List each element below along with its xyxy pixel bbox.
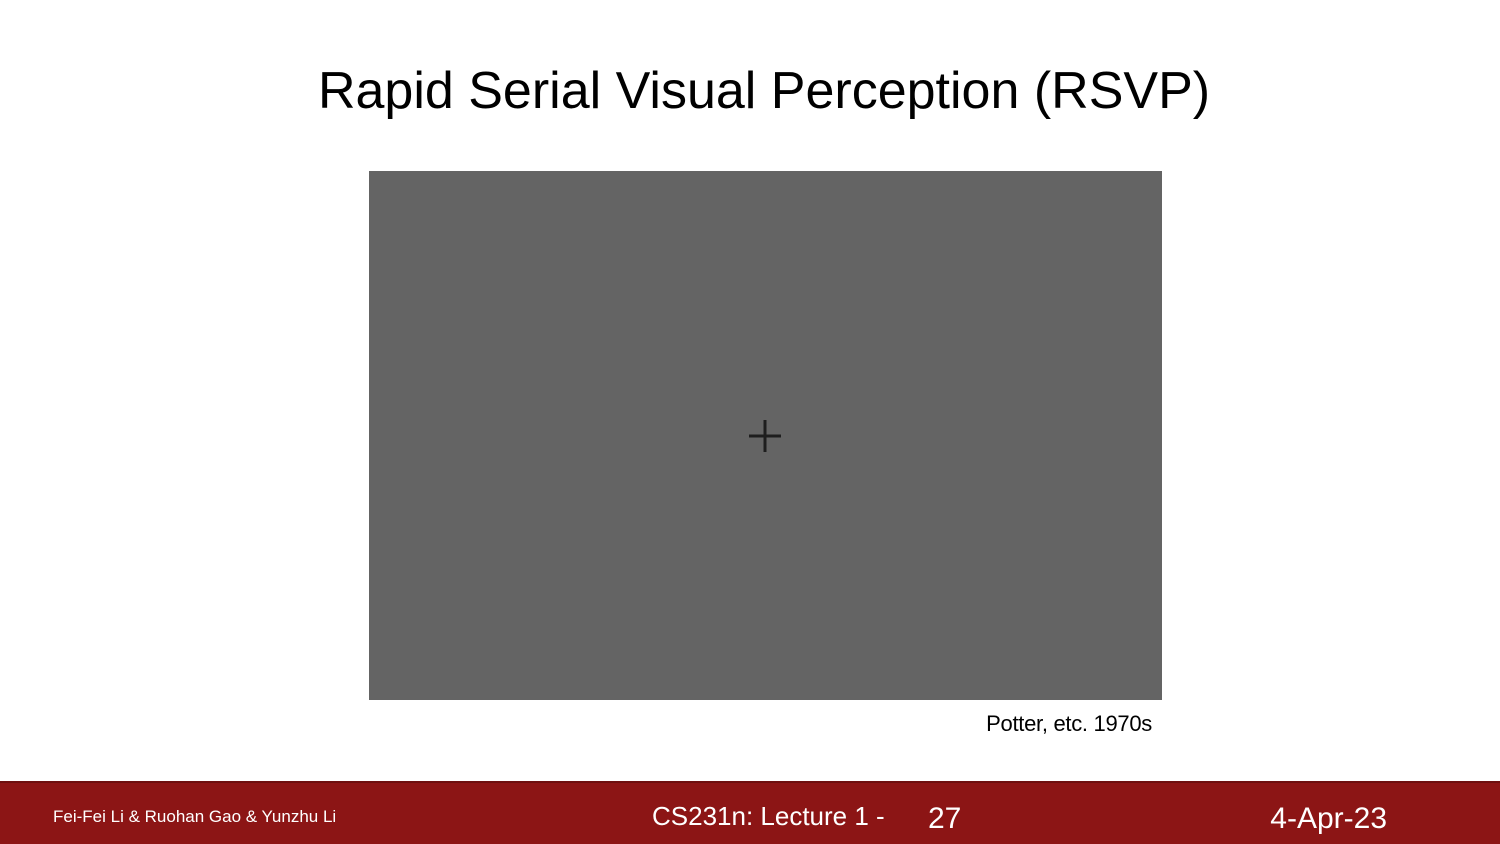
citation: Potter, etc. 1970s bbox=[986, 711, 1152, 736]
footer-date: 4-Apr-23 bbox=[1270, 802, 1387, 835]
footer-bar: Fei-Fei Li & Ruohan Gao & Yunzhu Li CS23… bbox=[0, 781, 1500, 844]
slide-title: Rapid Serial Visual Perception (RSVP) bbox=[317, 62, 1211, 120]
page-number: 27 bbox=[928, 802, 962, 835]
footer-authors: Fei-Fei Li & Ruohan Gao & Yunzhu Li bbox=[53, 807, 337, 826]
fixation-cross-icon bbox=[748, 419, 782, 453]
footer-course: CS231n: Lecture 1 - bbox=[652, 801, 885, 831]
